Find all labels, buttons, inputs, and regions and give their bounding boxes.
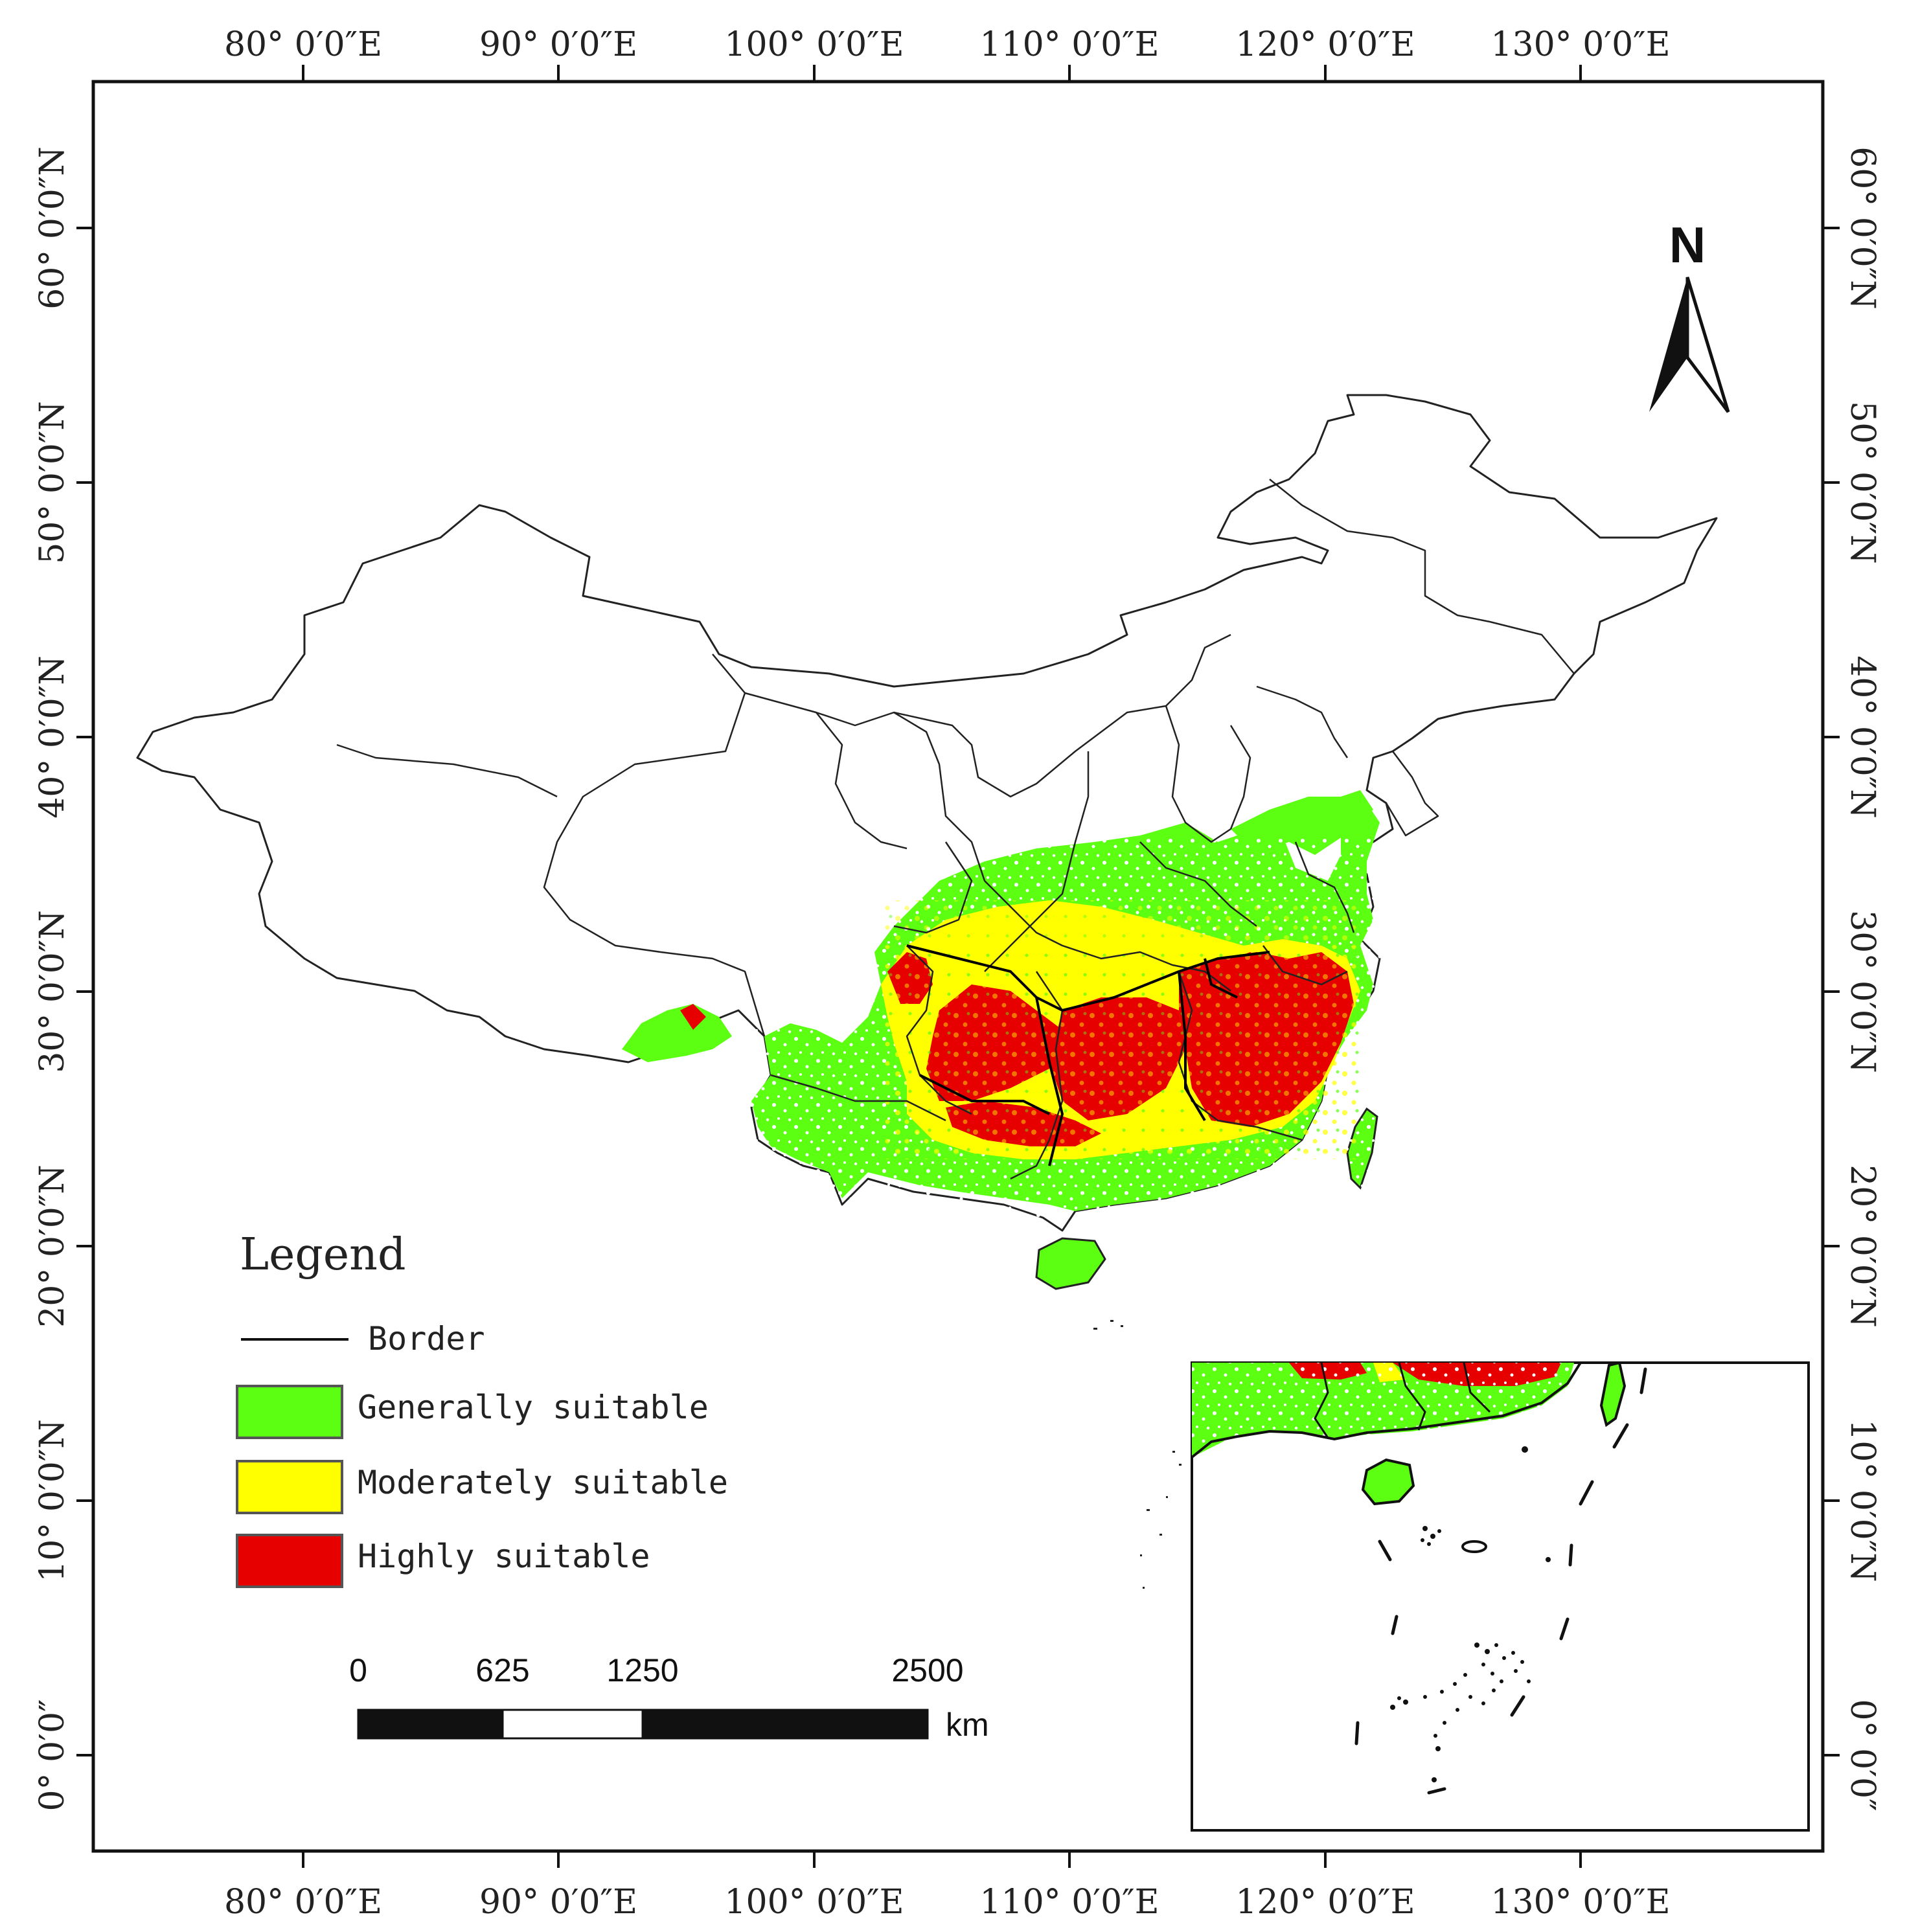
north-arrow-label: N bbox=[1669, 216, 1706, 273]
right-tick-label: 30° 0′0″N bbox=[1843, 910, 1882, 1073]
top-tick-label: 130° 0′0″E bbox=[1490, 25, 1670, 64]
scale-segment-2 bbox=[501, 1709, 644, 1740]
legend-label-moderately: Moderately suitable bbox=[358, 1464, 728, 1501]
top-axis-labels: 80° 0′0″E 90° 0′0″E 100° 0′0″E 110° 0′0″… bbox=[224, 25, 1671, 64]
inset-province-lines bbox=[1314, 1363, 1491, 1438]
right-tick-label: 40° 0′0″N bbox=[1843, 655, 1882, 819]
right-axis-labels: 60° 0′0″N 50° 0′0″N 40° 0′0″N 30° 0′0″N … bbox=[1843, 146, 1882, 1811]
legend-label-generally: Generally suitable bbox=[358, 1389, 709, 1426]
legend-title: Legend bbox=[240, 1229, 406, 1280]
north-arrow-right-half bbox=[1685, 277, 1730, 413]
legend-swatch-moderately bbox=[236, 1460, 343, 1514]
province-borders-emphasis bbox=[906, 944, 1270, 1166]
bottom-tick-label: 80° 0′0″E bbox=[224, 1883, 382, 1922]
scale-segment-1 bbox=[357, 1709, 504, 1740]
bottom-tick-label: 90° 0′0″E bbox=[479, 1883, 637, 1922]
legend-label-highly: Highly suitable bbox=[358, 1538, 650, 1575]
suitability-highly bbox=[680, 946, 1360, 1153]
bottom-tick-label: 110° 0′0″E bbox=[979, 1883, 1159, 1922]
bottom-tick-label: 100° 0′0″E bbox=[724, 1883, 904, 1922]
left-tick-label: 20° 0′0″N bbox=[33, 1165, 72, 1328]
south-sea-islands bbox=[1093, 1320, 1182, 1589]
left-tick-label: 40° 0′0″N bbox=[33, 655, 72, 819]
right-tick-label: 50° 0′0″N bbox=[1843, 401, 1882, 564]
scale-bar: 0 625 1250 2500 km bbox=[349, 1652, 989, 1743]
north-arrow: N bbox=[1649, 216, 1730, 413]
right-tick-label: 60° 0′0″N bbox=[1843, 146, 1882, 310]
legend: Legend Border Generally suitable Moderat… bbox=[236, 1229, 728, 1588]
scale-tick-label: 625 bbox=[475, 1652, 529, 1688]
inset-islands bbox=[1390, 1446, 1551, 1782]
scale-unit: km bbox=[946, 1707, 989, 1743]
north-arrow-left-half bbox=[1649, 277, 1687, 412]
inset-hainan bbox=[1361, 1458, 1415, 1506]
right-tick-label: 10° 0′0″N bbox=[1843, 1419, 1882, 1582]
top-tick-label: 120° 0′0″E bbox=[1235, 25, 1415, 64]
graticule-ticks bbox=[76, 65, 1840, 1868]
top-tick-label: 90° 0′0″E bbox=[479, 25, 637, 64]
scale-tick-label: 2500 bbox=[891, 1652, 963, 1688]
scale-tick-label: 0 bbox=[349, 1652, 367, 1688]
left-tick-label: 60° 0′0″N bbox=[33, 146, 72, 310]
left-tick-label: 0° 0′0″ bbox=[33, 1699, 72, 1811]
scale-tick-label: 1250 bbox=[606, 1652, 678, 1688]
bottom-axis-labels: 80° 0′0″E 90° 0′0″E 100° 0′0″E 110° 0′0″… bbox=[224, 1883, 1671, 1922]
legend-swatch-generally bbox=[236, 1385, 343, 1439]
right-tick-label: 0° 0′0″ bbox=[1843, 1699, 1882, 1811]
left-tick-label: 50° 0′0″N bbox=[33, 401, 72, 564]
bottom-tick-label: 120° 0′0″E bbox=[1235, 1883, 1415, 1922]
left-axis-labels: 60° 0′0″N 50° 0′0″N 40° 0′0″N 30° 0′0″N … bbox=[33, 146, 72, 1811]
hainan-outline bbox=[1035, 1237, 1106, 1290]
inset-taiwan bbox=[1599, 1363, 1627, 1427]
left-tick-label: 10° 0′0″N bbox=[33, 1419, 72, 1582]
legend-swatch-highly bbox=[236, 1534, 343, 1588]
bottom-tick-label: 130° 0′0″E bbox=[1490, 1883, 1670, 1922]
legend-border-label: Border bbox=[368, 1320, 485, 1358]
top-tick-label: 110° 0′0″E bbox=[979, 25, 1159, 64]
scale-segment-3 bbox=[641, 1709, 929, 1740]
left-tick-label: 30° 0′0″N bbox=[33, 910, 72, 1073]
right-tick-label: 20° 0′0″N bbox=[1843, 1165, 1882, 1328]
top-tick-label: 80° 0′0″E bbox=[224, 25, 382, 64]
inset-nine-dash-line bbox=[1354, 1367, 1647, 1795]
inset-map bbox=[1191, 1361, 1810, 1832]
top-tick-label: 100° 0′0″E bbox=[724, 25, 904, 64]
inset-mainland-coast bbox=[1192, 1363, 1582, 1459]
